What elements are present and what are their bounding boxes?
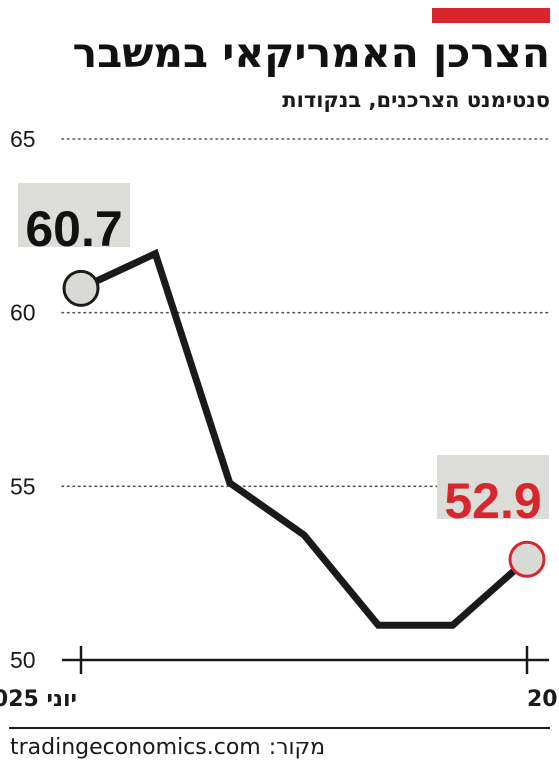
source-label: מקור: <box>268 735 326 760</box>
source-name[interactable]: tradingeconomics.com <box>10 735 261 760</box>
y-tick-label: 65 <box>10 126 36 152</box>
value-label: 52.9 <box>444 473 541 529</box>
data-point-marker <box>508 540 546 578</box>
value-label-box <box>437 455 549 519</box>
value-annotations: 60.7 52.9 <box>18 183 549 529</box>
grid-lines <box>61 138 550 488</box>
y-tick-label: 50 <box>10 647 36 673</box>
x-axis-ticks: יוני 2025 דצמ׳ 2025 <box>0 646 559 712</box>
footer-divider <box>9 727 550 729</box>
line-chart: 50 55 60 65 יוני 2025 דצמ׳ 2025 60.7 52.9 <box>0 126 559 712</box>
y-axis-ticks: 50 55 60 65 <box>10 126 36 673</box>
series-line <box>79 248 530 629</box>
chart-subtitle: סנטימנט הצרכנים, בנקודות <box>282 88 550 112</box>
source-line: tradingeconomics.com מקור: <box>10 734 325 762</box>
x-tick-label: יוני 2025 <box>0 687 77 712</box>
data-point-marker <box>62 269 100 307</box>
accent-bar <box>432 8 550 23</box>
series-consumer-sentiment <box>62 248 546 629</box>
y-tick-label: 55 <box>10 473 36 499</box>
chart-title: הצרכן האמריקאי במשבר <box>72 29 550 77</box>
value-label-box <box>18 183 130 247</box>
x-tick-label: דצמ׳ 2025 <box>527 687 559 712</box>
y-tick-label: 60 <box>10 300 36 326</box>
value-label: 60.7 <box>25 201 122 257</box>
